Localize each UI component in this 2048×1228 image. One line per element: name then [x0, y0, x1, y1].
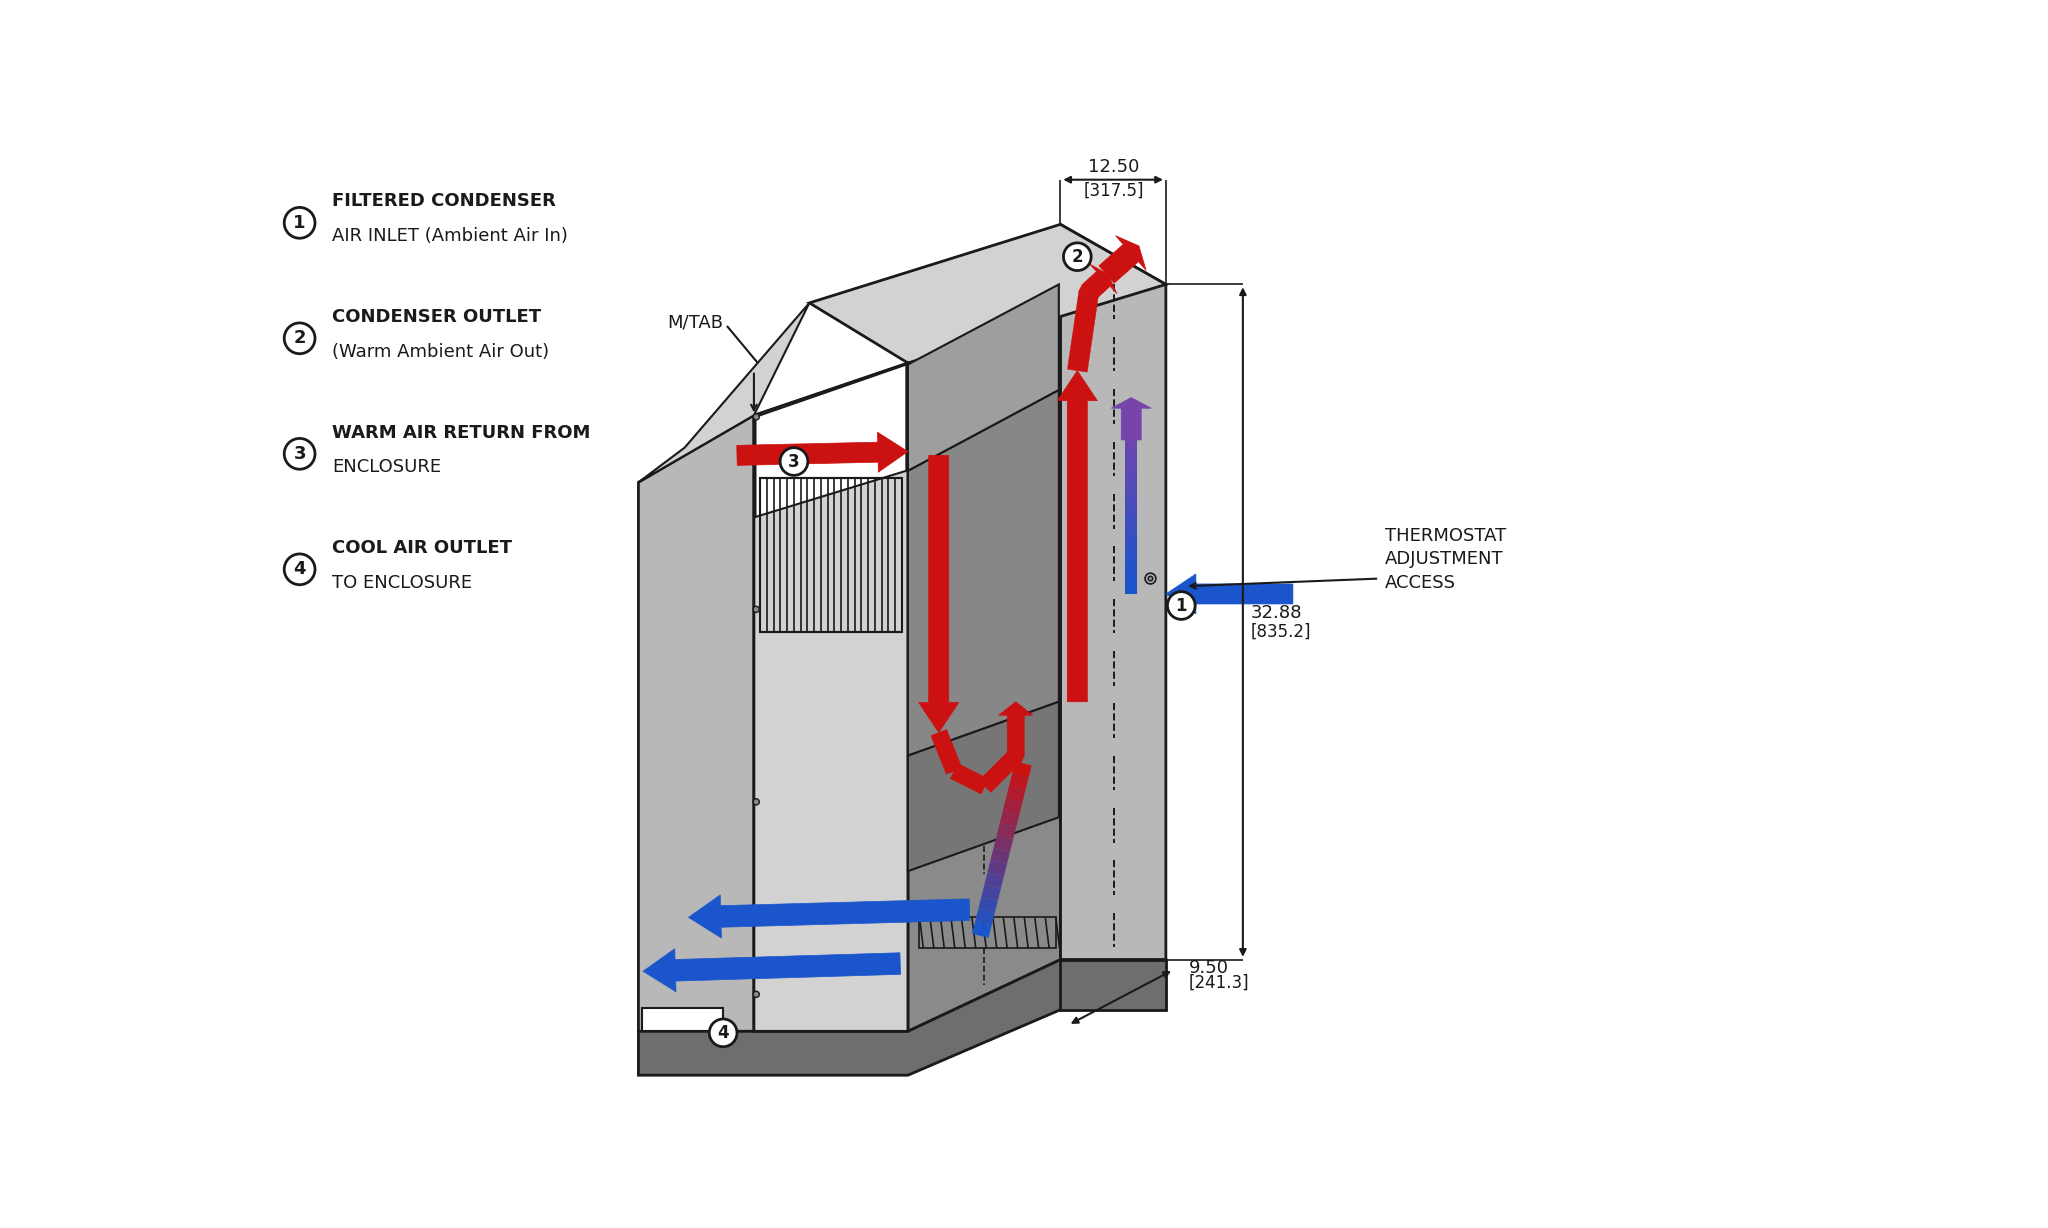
- Polygon shape: [737, 432, 907, 473]
- Text: 2: 2: [1071, 248, 1083, 265]
- Text: 2: 2: [293, 329, 305, 348]
- Polygon shape: [1112, 398, 1151, 440]
- Polygon shape: [1124, 550, 1137, 561]
- Circle shape: [754, 798, 760, 804]
- Polygon shape: [643, 949, 901, 992]
- Text: [241.3]: [241.3]: [1190, 974, 1249, 991]
- Circle shape: [1063, 243, 1092, 270]
- Polygon shape: [932, 729, 963, 774]
- Circle shape: [709, 1019, 737, 1046]
- Circle shape: [780, 448, 807, 475]
- Polygon shape: [1061, 960, 1165, 1009]
- Text: THERMOSTAT
ADJUSTMENT
ACCESS: THERMOSTAT ADJUSTMENT ACCESS: [1384, 527, 1507, 592]
- Polygon shape: [1124, 539, 1137, 550]
- Polygon shape: [1124, 438, 1137, 451]
- Polygon shape: [643, 1008, 723, 1032]
- Circle shape: [285, 554, 315, 585]
- Polygon shape: [1067, 291, 1100, 372]
- Polygon shape: [1010, 774, 1028, 790]
- Polygon shape: [1124, 484, 1137, 495]
- Polygon shape: [991, 847, 1010, 865]
- Polygon shape: [973, 921, 991, 938]
- Polygon shape: [907, 285, 1059, 470]
- Text: 9.50: 9.50: [1190, 959, 1229, 977]
- Polygon shape: [993, 835, 1014, 852]
- Polygon shape: [1165, 573, 1292, 614]
- Text: WARM AIR RETURN FROM: WARM AIR RETURN FROM: [332, 424, 590, 442]
- Polygon shape: [1124, 427, 1137, 438]
- Circle shape: [285, 438, 315, 469]
- Polygon shape: [979, 896, 997, 914]
- Polygon shape: [1124, 561, 1137, 572]
- Polygon shape: [1079, 285, 1100, 300]
- Polygon shape: [907, 285, 1061, 1032]
- Polygon shape: [1008, 749, 1024, 761]
- Polygon shape: [975, 909, 995, 926]
- Polygon shape: [981, 884, 1001, 901]
- Polygon shape: [754, 363, 907, 422]
- Circle shape: [754, 414, 760, 420]
- Polygon shape: [1124, 473, 1137, 484]
- Polygon shape: [1124, 506, 1137, 517]
- Text: TO ENCLOSURE: TO ENCLOSURE: [332, 573, 473, 592]
- Text: [317.5]: [317.5]: [1083, 182, 1143, 199]
- Polygon shape: [979, 749, 1022, 792]
- Text: 1: 1: [293, 214, 305, 232]
- Polygon shape: [1124, 416, 1137, 427]
- Circle shape: [285, 323, 315, 354]
- Text: COOL AIR OUTLET: COOL AIR OUTLET: [332, 539, 512, 558]
- Text: 4: 4: [293, 560, 305, 578]
- Circle shape: [285, 208, 315, 238]
- Polygon shape: [1124, 572, 1137, 583]
- Polygon shape: [1061, 225, 1165, 960]
- Text: [835.2]: [835.2]: [1251, 623, 1311, 640]
- Text: 1: 1: [1176, 597, 1188, 614]
- Polygon shape: [920, 456, 958, 733]
- Polygon shape: [907, 391, 1059, 755]
- Polygon shape: [1124, 583, 1137, 594]
- Circle shape: [754, 607, 760, 613]
- Polygon shape: [639, 303, 809, 483]
- Polygon shape: [1124, 528, 1137, 539]
- Polygon shape: [809, 225, 1165, 363]
- Polygon shape: [1006, 786, 1026, 802]
- Polygon shape: [756, 365, 907, 517]
- Polygon shape: [639, 415, 754, 1032]
- Text: (Warm Ambient Air Out): (Warm Ambient Air Out): [332, 343, 549, 361]
- Polygon shape: [999, 701, 1032, 755]
- Polygon shape: [1100, 236, 1147, 284]
- Polygon shape: [688, 895, 971, 938]
- Polygon shape: [1124, 495, 1137, 506]
- Polygon shape: [987, 860, 1008, 877]
- Polygon shape: [999, 810, 1020, 826]
- Text: 3: 3: [293, 445, 305, 463]
- Polygon shape: [985, 872, 1004, 889]
- Polygon shape: [1124, 462, 1137, 473]
- Polygon shape: [1081, 264, 1116, 300]
- Polygon shape: [754, 363, 907, 1032]
- Polygon shape: [639, 960, 1165, 1076]
- Polygon shape: [1124, 517, 1137, 528]
- Text: 32.88: 32.88: [1251, 604, 1303, 621]
- Circle shape: [1167, 592, 1196, 619]
- Text: FILTERED CONDENSER: FILTERED CONDENSER: [332, 193, 555, 210]
- Text: CONDENSER OUTLET: CONDENSER OUTLET: [332, 308, 541, 325]
- Polygon shape: [950, 764, 989, 795]
- Text: 4: 4: [717, 1024, 729, 1041]
- Polygon shape: [1124, 451, 1137, 462]
- Polygon shape: [1004, 798, 1022, 814]
- Polygon shape: [1057, 371, 1098, 701]
- Polygon shape: [1012, 761, 1032, 777]
- Text: 12.50: 12.50: [1087, 158, 1139, 176]
- Circle shape: [1149, 576, 1153, 581]
- Text: 3: 3: [788, 453, 801, 470]
- Polygon shape: [997, 823, 1016, 839]
- Text: ENCLOSURE: ENCLOSURE: [332, 458, 440, 476]
- Polygon shape: [907, 701, 1059, 871]
- Text: M/TAB: M/TAB: [668, 314, 723, 332]
- Text: AIR INLET (Ambient Air In): AIR INLET (Ambient Air In): [332, 227, 567, 246]
- Circle shape: [754, 991, 760, 997]
